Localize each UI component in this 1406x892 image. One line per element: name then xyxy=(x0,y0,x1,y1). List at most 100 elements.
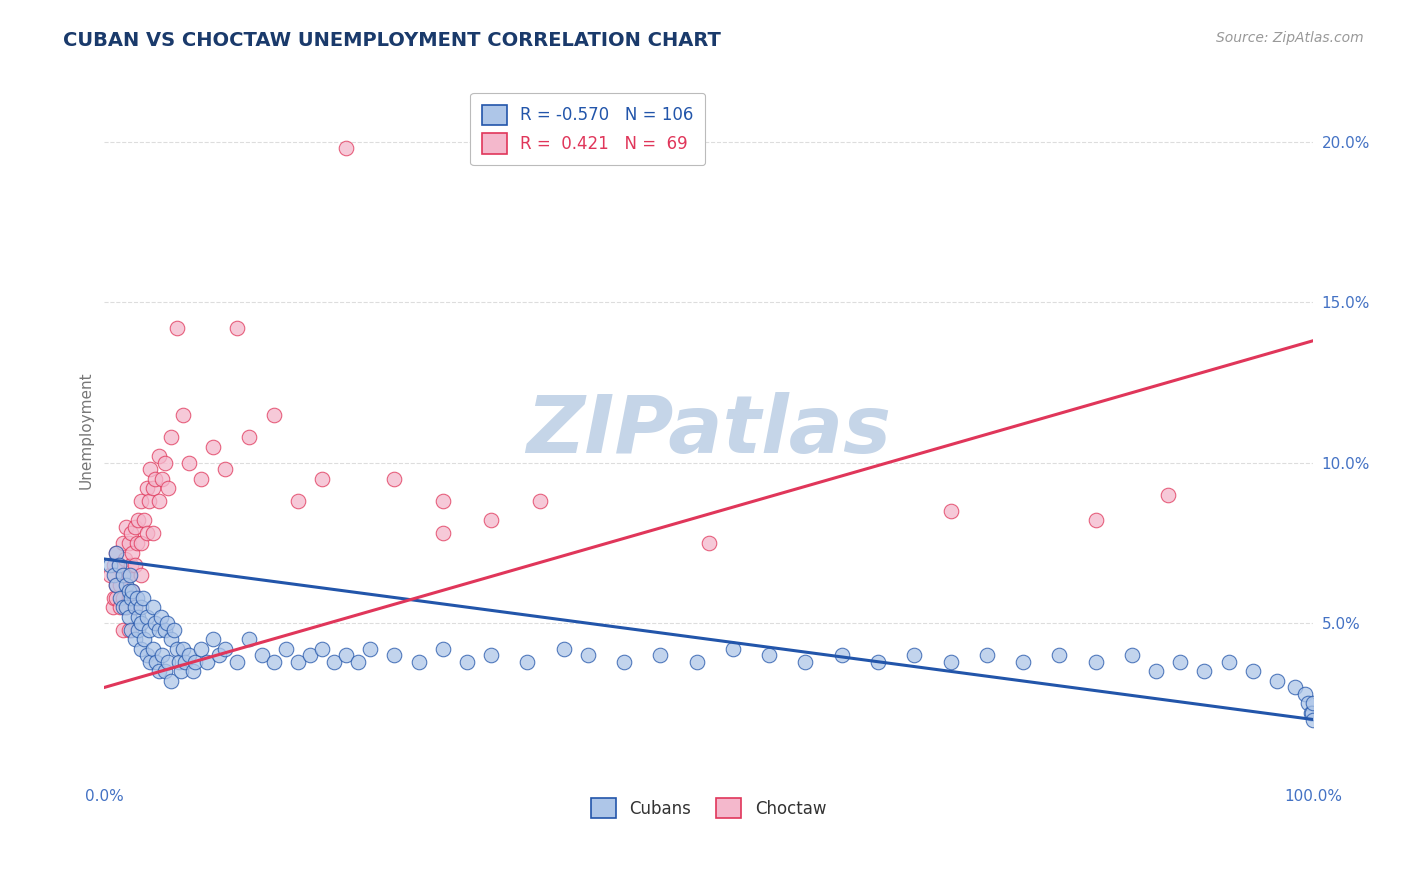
Point xyxy=(831,648,853,663)
Point xyxy=(135,482,157,496)
Point xyxy=(576,648,599,663)
Point xyxy=(103,568,125,582)
Point xyxy=(226,655,249,669)
Point xyxy=(152,472,174,486)
Point xyxy=(172,641,194,656)
Point xyxy=(127,513,149,527)
Point xyxy=(160,632,183,647)
Point xyxy=(181,665,204,679)
Point xyxy=(125,536,148,550)
Point xyxy=(132,591,155,605)
Point xyxy=(553,641,575,656)
Point xyxy=(432,526,454,541)
Point xyxy=(103,558,125,573)
Point xyxy=(129,641,152,656)
Point xyxy=(650,648,672,663)
Point xyxy=(214,641,236,656)
Point xyxy=(127,609,149,624)
Point xyxy=(311,641,333,656)
Point xyxy=(138,623,160,637)
Point xyxy=(384,648,406,663)
Point xyxy=(134,513,156,527)
Point xyxy=(142,600,165,615)
Point xyxy=(238,632,260,647)
Point xyxy=(153,456,176,470)
Point xyxy=(142,482,165,496)
Point xyxy=(117,584,139,599)
Point xyxy=(263,655,285,669)
Text: Source: ZipAtlas.com: Source: ZipAtlas.com xyxy=(1216,31,1364,45)
Point xyxy=(111,591,134,605)
Point xyxy=(202,632,225,647)
Point xyxy=(120,591,142,605)
Point xyxy=(139,655,162,669)
Point xyxy=(129,494,152,508)
Point xyxy=(432,494,454,508)
Point xyxy=(117,623,139,637)
Point xyxy=(529,494,551,508)
Point xyxy=(125,591,148,605)
Point xyxy=(145,655,167,669)
Point xyxy=(129,616,152,631)
Point xyxy=(129,600,152,615)
Point xyxy=(121,584,143,599)
Point xyxy=(115,600,138,615)
Point xyxy=(121,584,143,599)
Point xyxy=(335,648,357,663)
Point xyxy=(115,520,138,534)
Point xyxy=(120,558,142,573)
Point xyxy=(903,648,925,663)
Point xyxy=(1241,665,1264,679)
Point xyxy=(479,648,502,663)
Point xyxy=(111,600,134,615)
Point xyxy=(156,616,179,631)
Point xyxy=(697,536,720,550)
Point xyxy=(359,641,381,656)
Point xyxy=(124,600,146,615)
Point xyxy=(208,648,231,663)
Point xyxy=(1298,697,1320,711)
Point xyxy=(115,568,138,582)
Point xyxy=(1218,655,1240,669)
Point xyxy=(516,655,538,669)
Point xyxy=(298,648,321,663)
Point xyxy=(108,558,131,573)
Point xyxy=(143,472,166,486)
Point xyxy=(794,655,817,669)
Point xyxy=(108,591,131,605)
Point xyxy=(124,520,146,534)
Point xyxy=(148,450,170,464)
Point xyxy=(169,665,191,679)
Point xyxy=(1302,713,1324,727)
Point xyxy=(263,408,285,422)
Point xyxy=(117,536,139,550)
Point xyxy=(108,558,131,573)
Point xyxy=(166,321,188,335)
Point xyxy=(111,568,134,582)
Point xyxy=(1194,665,1216,679)
Point xyxy=(169,655,191,669)
Text: CUBAN VS CHOCTAW UNEMPLOYMENT CORRELATION CHART: CUBAN VS CHOCTAW UNEMPLOYMENT CORRELATIO… xyxy=(63,31,721,50)
Point xyxy=(105,577,128,591)
Point xyxy=(166,641,188,656)
Point xyxy=(177,456,200,470)
Point xyxy=(117,609,139,624)
Point xyxy=(174,655,197,669)
Point xyxy=(120,623,142,637)
Point xyxy=(311,472,333,486)
Point xyxy=(1157,488,1180,502)
Point xyxy=(134,632,156,647)
Point xyxy=(157,482,180,496)
Point xyxy=(135,648,157,663)
Point xyxy=(139,462,162,476)
Point xyxy=(250,648,273,663)
Point xyxy=(148,665,170,679)
Point xyxy=(976,648,998,663)
Point xyxy=(1047,648,1070,663)
Point xyxy=(238,430,260,444)
Point xyxy=(479,513,502,527)
Point xyxy=(190,472,212,486)
Point xyxy=(111,536,134,550)
Point xyxy=(127,623,149,637)
Point xyxy=(121,545,143,559)
